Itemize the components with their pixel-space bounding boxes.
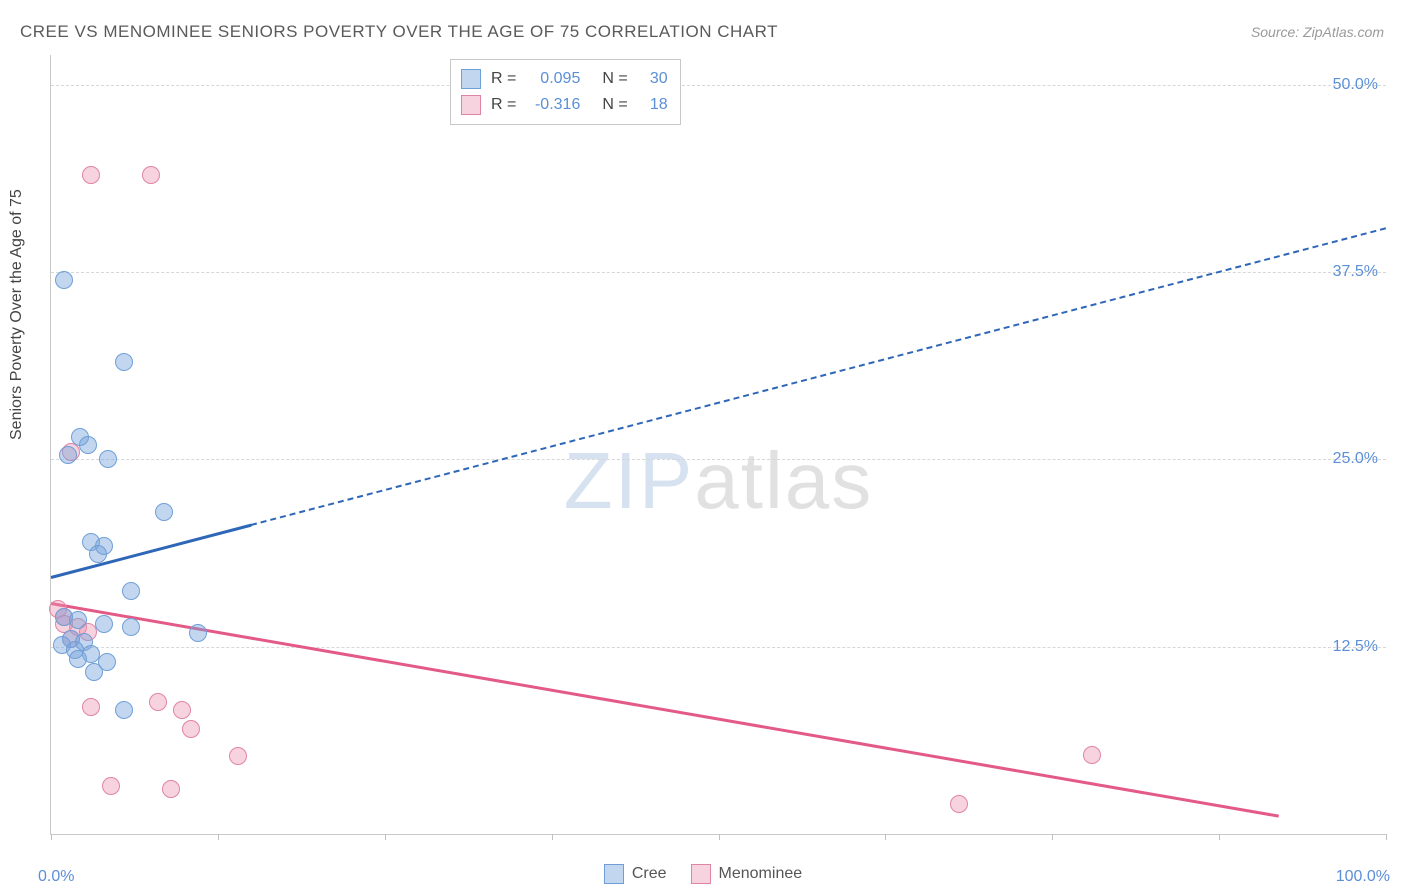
watermark: ZIPatlas	[51, 435, 1386, 527]
y-tick-label: 50.0%	[1333, 76, 1378, 94]
watermark-zip: ZIP	[564, 436, 694, 525]
gridline	[51, 459, 1386, 460]
gridline	[51, 85, 1386, 86]
swatch-cree	[461, 69, 481, 89]
legend-item-cree: Cree	[604, 864, 667, 884]
n-label: N =	[602, 96, 627, 114]
scatter-point-menominee	[1083, 746, 1101, 764]
r-value-menominee: -0.316	[526, 96, 580, 114]
scatter-point-menominee	[149, 693, 167, 711]
scatter-point-cree	[189, 624, 207, 642]
scatter-point-cree	[59, 446, 77, 464]
scatter-point-cree	[122, 582, 140, 600]
scatter-point-menominee	[950, 795, 968, 813]
scatter-point-cree	[79, 436, 97, 454]
scatter-point-menominee	[142, 166, 160, 184]
x-tick	[719, 834, 720, 840]
n-label: N =	[602, 70, 627, 88]
legend-item-menominee: Menominee	[691, 864, 803, 884]
r-value-cree: 0.095	[526, 70, 580, 88]
n-value-cree: 30	[638, 70, 668, 88]
x-tick	[885, 834, 886, 840]
r-label: R =	[491, 70, 516, 88]
watermark-atlas: atlas	[694, 436, 873, 525]
scatter-point-menominee	[182, 720, 200, 738]
scatter-point-menominee	[82, 698, 100, 716]
x-tick	[385, 834, 386, 840]
source-attribution: Source: ZipAtlas.com	[1251, 24, 1384, 40]
x-tick	[218, 834, 219, 840]
scatter-plot-area: ZIPatlas 12.5% 25.0% 37.5% 50.0%	[50, 55, 1386, 835]
scatter-point-menominee	[82, 166, 100, 184]
legend-label-cree: Cree	[632, 865, 667, 883]
scatter-point-cree	[95, 615, 113, 633]
y-tick-label: 25.0%	[1333, 450, 1378, 468]
x-tick	[51, 834, 52, 840]
legend-label-menominee: Menominee	[719, 865, 803, 883]
scatter-point-cree	[155, 503, 173, 521]
y-tick-label: 12.5%	[1333, 638, 1378, 656]
scatter-point-cree	[122, 618, 140, 636]
scatter-point-cree	[55, 271, 73, 289]
swatch-menominee	[461, 95, 481, 115]
swatch-cree	[604, 864, 624, 884]
trend-line	[51, 524, 252, 579]
legend-row-menominee: R = -0.316 N = 18	[461, 92, 668, 118]
x-tick	[1219, 834, 1220, 840]
scatter-point-cree	[69, 650, 87, 668]
scatter-point-menominee	[173, 701, 191, 719]
chart-title: CREE VS MENOMINEE SENIORS POVERTY OVER T…	[20, 22, 778, 42]
n-value-menominee: 18	[638, 96, 668, 114]
scatter-point-cree	[89, 545, 107, 563]
series-legend: Cree Menominee	[0, 864, 1406, 884]
r-label: R =	[491, 96, 516, 114]
correlation-legend: R = 0.095 N = 30 R = -0.316 N = 18	[450, 59, 681, 125]
scatter-point-cree	[85, 663, 103, 681]
scatter-point-cree	[115, 701, 133, 719]
scatter-point-cree	[69, 611, 87, 629]
scatter-point-menominee	[162, 780, 180, 798]
legend-row-cree: R = 0.095 N = 30	[461, 66, 668, 92]
scatter-point-menominee	[102, 777, 120, 795]
swatch-menominee	[691, 864, 711, 884]
trend-line	[51, 602, 1280, 818]
scatter-point-cree	[115, 353, 133, 371]
scatter-point-cree	[99, 450, 117, 468]
x-tick	[1052, 834, 1053, 840]
gridline	[51, 272, 1386, 273]
scatter-point-menominee	[229, 747, 247, 765]
x-tick	[552, 834, 553, 840]
y-axis-label: Seniors Poverty Over the Age of 75	[8, 189, 26, 440]
y-tick-label: 37.5%	[1333, 263, 1378, 281]
gridline	[51, 647, 1386, 648]
x-tick	[1386, 834, 1387, 840]
